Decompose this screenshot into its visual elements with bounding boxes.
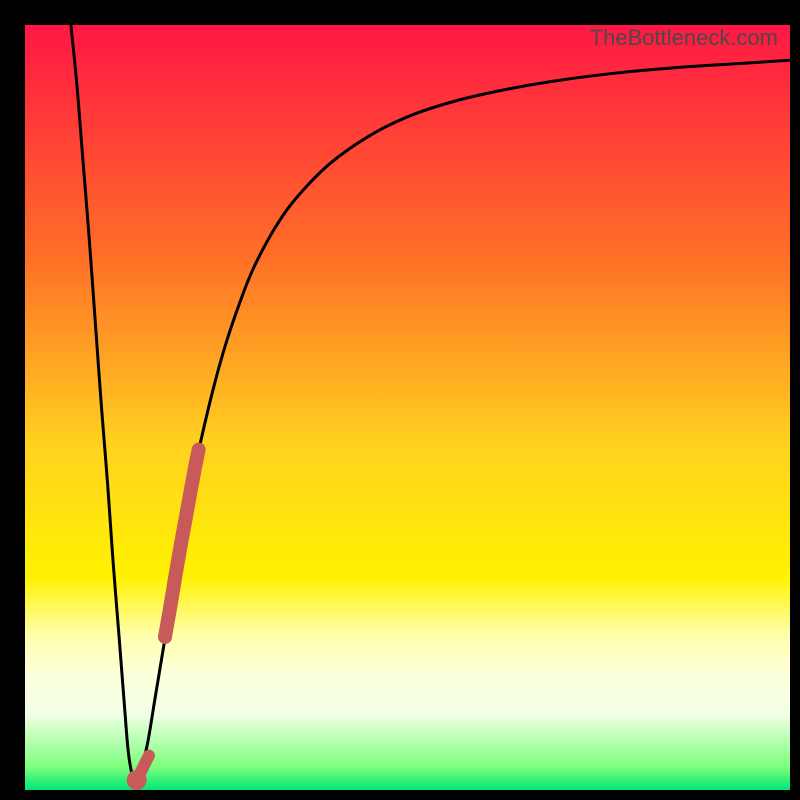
overlay-dot <box>127 770 147 790</box>
main-curve <box>71 25 790 782</box>
overlay-segment <box>165 450 199 637</box>
curve-layer <box>25 25 790 790</box>
plot-area <box>25 25 790 790</box>
watermark-text: TheBottleneck.com <box>590 25 778 51</box>
chart-frame: TheBottleneck.com <box>0 0 800 800</box>
